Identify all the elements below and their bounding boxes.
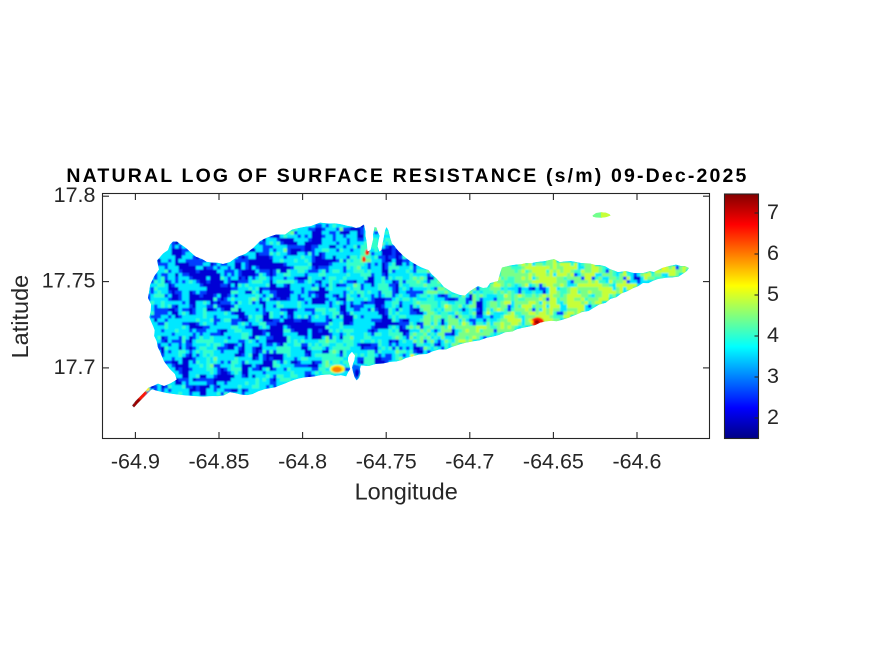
svg-text:6: 6	[767, 241, 779, 265]
svg-text:-64.6: -64.6	[612, 450, 661, 474]
svg-text:17.75: 17.75	[42, 269, 96, 293]
svg-text:-64.85: -64.85	[189, 450, 250, 474]
svg-text:-64.75: -64.75	[356, 450, 417, 474]
svg-text:3: 3	[767, 364, 779, 388]
svg-text:5: 5	[767, 282, 779, 306]
svg-text:-64.65: -64.65	[523, 450, 584, 474]
svg-text:7: 7	[767, 200, 779, 224]
svg-text:-64.7: -64.7	[445, 450, 494, 474]
svg-text:4: 4	[767, 323, 779, 347]
svg-text:-64.8: -64.8	[278, 450, 327, 474]
svg-text:Latitude: Latitude	[7, 275, 33, 359]
svg-text:-64.9: -64.9	[111, 450, 160, 474]
svg-text:Longitude: Longitude	[355, 479, 458, 505]
svg-text:17.7: 17.7	[54, 355, 96, 379]
svg-text:17.8: 17.8	[54, 183, 96, 207]
svg-text:2: 2	[767, 405, 779, 429]
